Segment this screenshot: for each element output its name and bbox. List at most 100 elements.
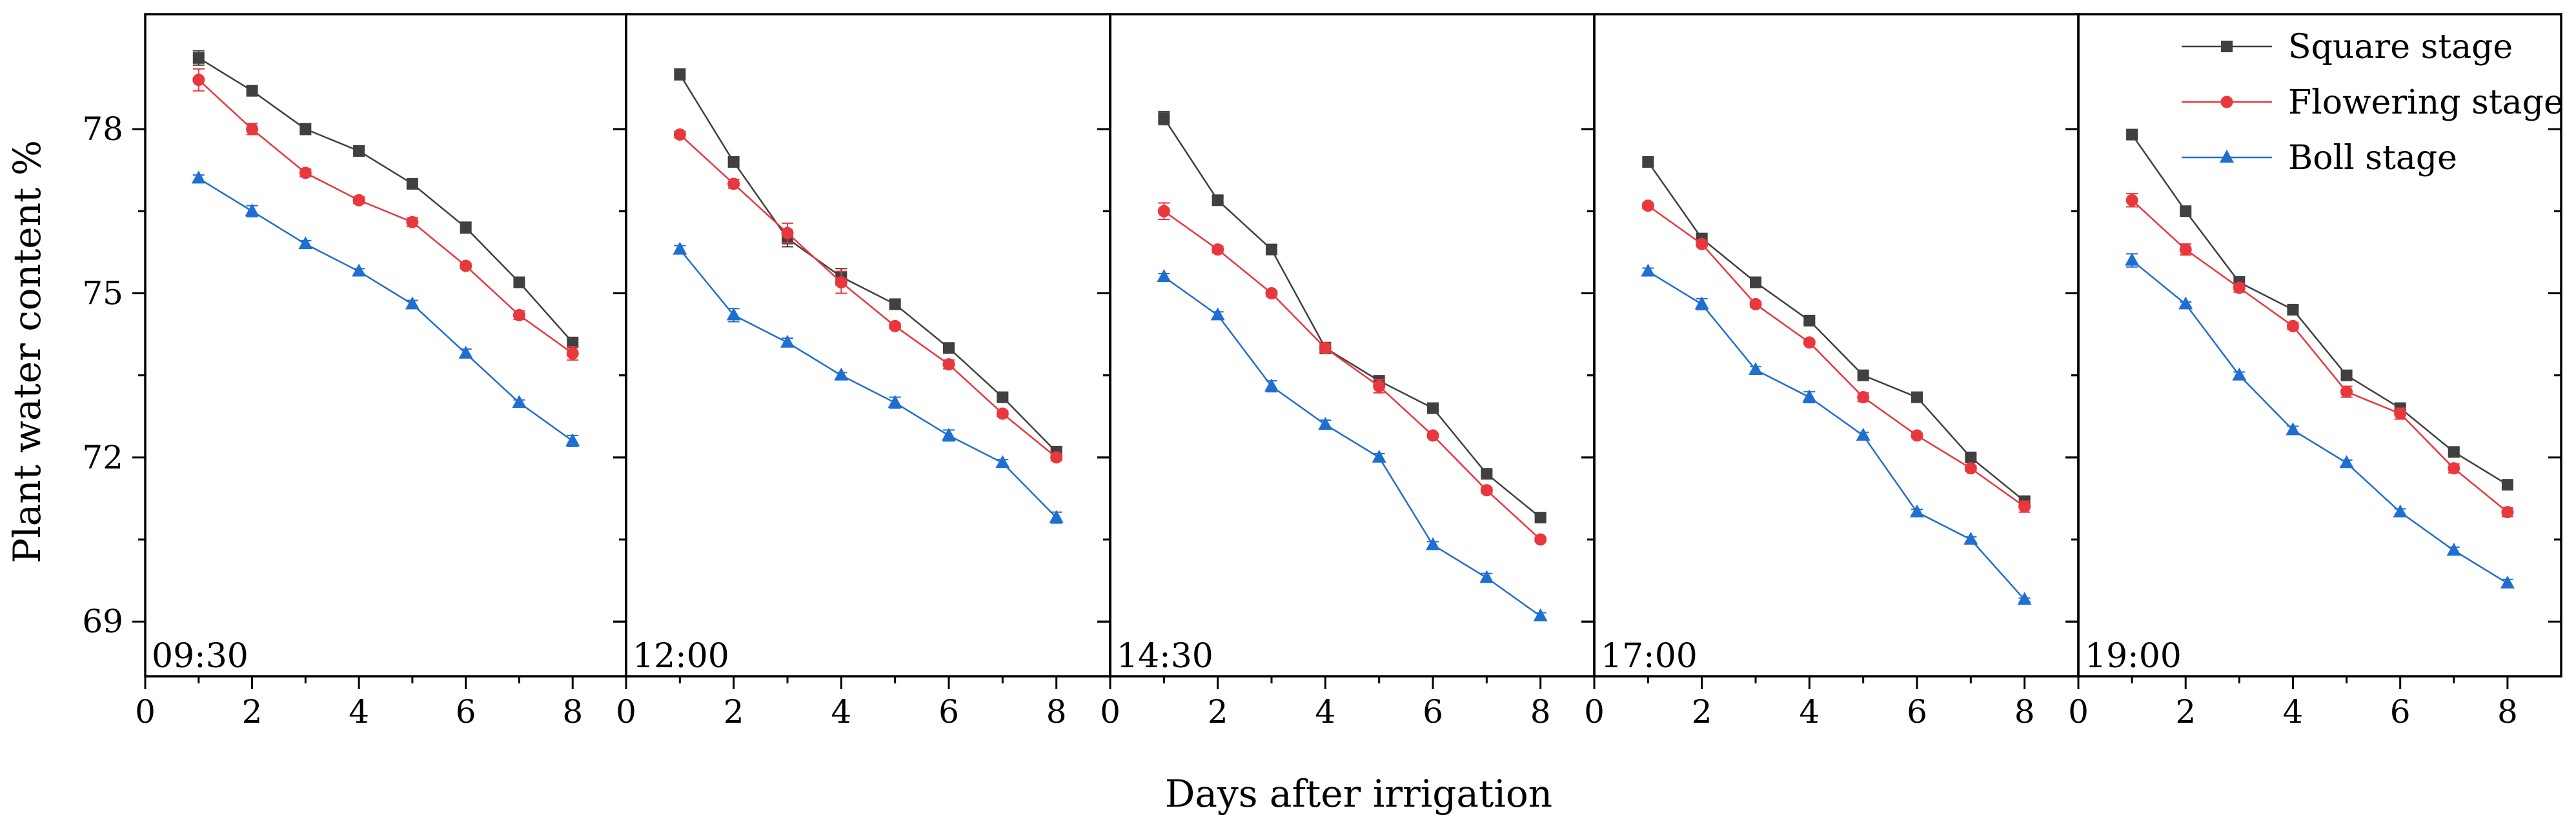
data-point [458, 345, 473, 359]
x-tick-label: 0 [616, 693, 636, 730]
data-point [1158, 112, 1170, 125]
panel-time-label: 19:00 [2085, 637, 2182, 676]
data-point [2287, 303, 2299, 316]
x-tick-label: 0 [135, 693, 156, 730]
data-point [1426, 429, 1439, 442]
series-line [679, 134, 1057, 458]
x-tick-label: 0 [2068, 693, 2089, 730]
panel-frame [1109, 13, 1596, 678]
x-tick-label: 6 [1423, 693, 1443, 730]
series-line [198, 177, 573, 442]
data-point [1911, 391, 1923, 403]
data-point [1803, 336, 1816, 349]
data-point [2125, 194, 2138, 206]
legend-marker [2220, 150, 2234, 163]
panel-frame [2077, 13, 2562, 678]
data-point [460, 221, 472, 234]
x-tick-label: 6 [938, 693, 959, 730]
data-point [2126, 128, 2138, 141]
panel-3: 0 2 4 6 8 14:30 [1097, 13, 1596, 730]
data-point [352, 194, 365, 206]
series-line [2131, 199, 2508, 513]
panel-frame [144, 13, 627, 678]
series-line [1647, 270, 2025, 601]
data-point [1857, 369, 1869, 381]
data-point [406, 216, 419, 228]
data-point [192, 74, 205, 86]
x-tick-label: 2 [724, 693, 744, 730]
data-point [2446, 542, 2461, 556]
data-point [1049, 510, 1064, 523]
series-square-stage [1642, 156, 2031, 507]
data-point [2017, 592, 2032, 605]
data-point [1264, 378, 1279, 392]
x-tick-label: 4 [1315, 693, 1335, 730]
data-point [1963, 532, 1978, 545]
data-point [2125, 252, 2140, 266]
x-tick-label: 8 [1530, 693, 1551, 730]
data-point [460, 259, 472, 272]
x-tick-label: 4 [831, 693, 851, 730]
data-point [1965, 451, 1977, 463]
legend-entry: Flowering stage [2182, 83, 2564, 122]
series-line [2131, 259, 2508, 584]
data-point [2178, 296, 2193, 310]
data-point [2232, 367, 2247, 381]
data-point [1050, 451, 1063, 464]
series-line [198, 57, 574, 343]
data-point [1534, 533, 1547, 546]
x-tick-label: 0 [1100, 693, 1121, 730]
data-point [1802, 389, 1817, 403]
x-tick-label: 6 [1907, 693, 1927, 730]
data-point [727, 177, 740, 190]
data-point [1803, 314, 1816, 327]
y-axis-title: Plant water content % [5, 140, 49, 563]
data-point [1964, 462, 1977, 475]
x-tick-label: 4 [1799, 693, 1820, 730]
legend-label: Boll stage [2288, 139, 2457, 177]
data-point [2286, 319, 2299, 332]
series-boll-stage [1157, 269, 1548, 621]
data-point [2286, 422, 2300, 436]
data-point [942, 358, 955, 371]
data-point [246, 85, 258, 97]
series-square-stage [674, 68, 1062, 458]
x-tick-label: 2 [1208, 693, 1228, 730]
data-point [512, 308, 525, 321]
data-point [298, 236, 313, 250]
data-point [299, 166, 312, 179]
x-tick-label: 8 [1046, 693, 1067, 730]
series-boll-stage [2125, 252, 2515, 589]
panel-time-label: 17:00 [1601, 637, 1698, 676]
series-line [1647, 161, 2025, 502]
legend: Square stage Flowering stage Boll stage [2182, 28, 2564, 177]
panel-frame [625, 13, 1111, 678]
data-point [405, 296, 420, 310]
data-point [995, 455, 1010, 468]
data-point [1319, 341, 1332, 354]
x-tick-label: 8 [562, 693, 583, 730]
data-point [2339, 455, 2354, 468]
y-tick-label: 69 [82, 603, 123, 640]
data-point [1210, 307, 1225, 321]
data-point [406, 177, 418, 190]
data-point [1266, 243, 1277, 256]
data-point [1212, 243, 1224, 256]
data-point [565, 433, 580, 447]
data-point [727, 156, 740, 168]
series-square-stage [2126, 128, 2513, 491]
series-flowering-stage [673, 128, 1063, 464]
data-point [1426, 537, 1440, 550]
series-line [2131, 134, 2508, 486]
data-point [1856, 427, 1871, 441]
x-tick-label: 8 [2014, 693, 2035, 730]
data-point [2180, 205, 2192, 217]
panel-4: 0 2 4 6 8 17:00 [1581, 13, 2080, 730]
data-point [889, 298, 901, 310]
series-flowering-stage [192, 68, 579, 361]
series-square-stage [192, 50, 579, 348]
data-point [996, 407, 1009, 420]
panel-time-label: 14:30 [1117, 637, 1213, 676]
data-point [1696, 237, 1709, 250]
